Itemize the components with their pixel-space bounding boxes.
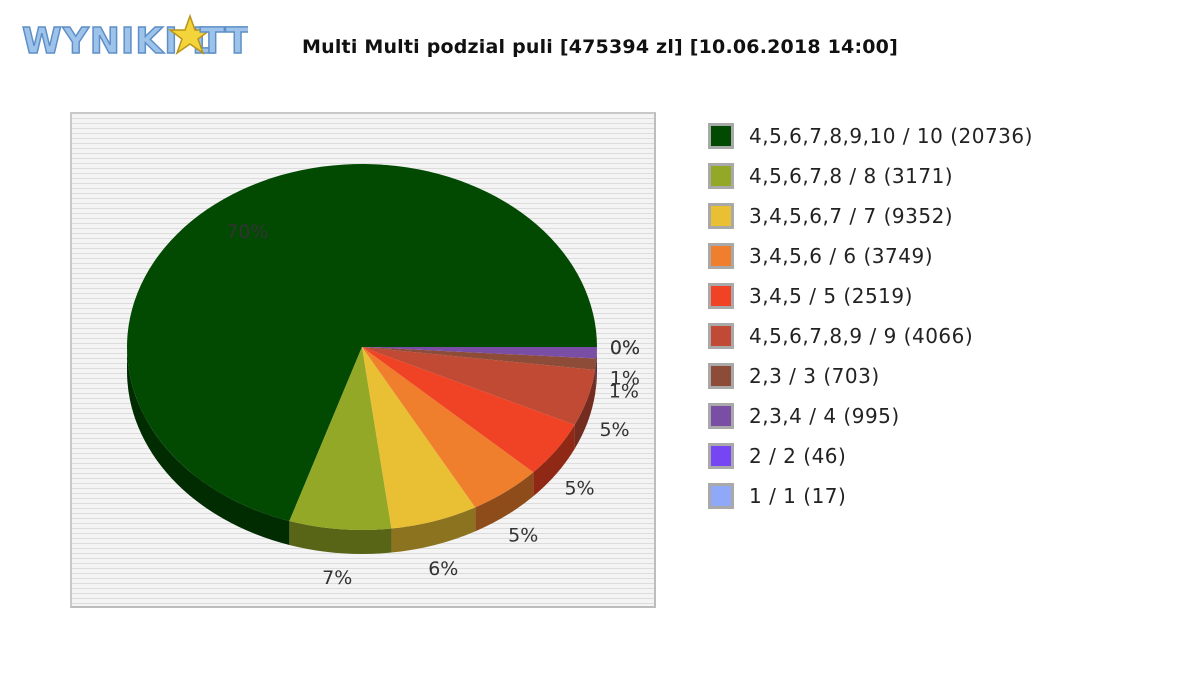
legend-label: 4,5,6,7,8,9 / 9 (4066) [749,324,974,348]
pie-slice-4 [362,347,534,508]
pie-label-2: 7% [322,567,352,589]
legend-label: 1 / 1 (17) [749,484,847,508]
pie-slice-3 [362,347,476,529]
legend-swatch [708,243,734,269]
pie-side-1 [127,347,290,546]
legend-label: 3,4,5,6,7 / 7 (9352) [749,204,954,228]
pie-side-4 [475,472,534,532]
pie-slice-2 [289,347,392,530]
chart-title: Multi Multi podzial puli [475394 zl] [10… [301,36,898,58]
legend-swatch [708,123,734,149]
pie-slice-5 [362,347,575,473]
pie-slice-1 [127,163,598,522]
legend-swatch [708,283,734,309]
star-icon [167,13,213,55]
legend-label: 4,5,6,7,8,9,10 / 10 (20736) [749,124,1033,148]
legend-swatch [708,403,734,429]
pie-slice-6 [362,347,596,425]
pie-label-6: 5% [599,419,629,441]
legend-swatch [708,163,734,189]
pie-label-1: 70% [226,221,268,243]
legend-label: 2,3 / 3 (703) [749,364,880,388]
pie-label-8: 1% [610,368,640,390]
legend-label: 3,4,5,6 / 6 (3749) [749,244,934,268]
pie-side-5 [533,424,575,497]
pie-label-5: 5% [564,477,594,499]
legend-label: 3,4,5 / 5 (2519) [749,284,913,308]
pie-side-7 [595,358,597,394]
pie-label-9: 0% [610,337,640,359]
legend-swatch [708,203,734,229]
pie-side-2 [289,521,392,554]
legend-swatch [708,483,734,509]
legend-label: 4,5,6,7,8 / 8 (3171) [749,164,954,188]
pie-label-4: 5% [508,525,538,547]
pie-label-3: 6% [428,558,458,580]
legend-swatch [708,443,734,469]
legend-label: 2,3,4 / 4 (995) [749,404,900,428]
pie-side-6 [574,369,596,449]
legend-label: 2 / 2 (46) [749,444,847,468]
pie-label-7: 1% [609,380,639,402]
pie-side-3 [391,507,476,553]
pie-label-10: 0% [610,337,640,359]
pie-slice-8 [362,347,597,359]
pie-slice-7 [362,347,597,370]
legend-swatch [708,323,734,349]
legend-swatch [708,363,734,389]
